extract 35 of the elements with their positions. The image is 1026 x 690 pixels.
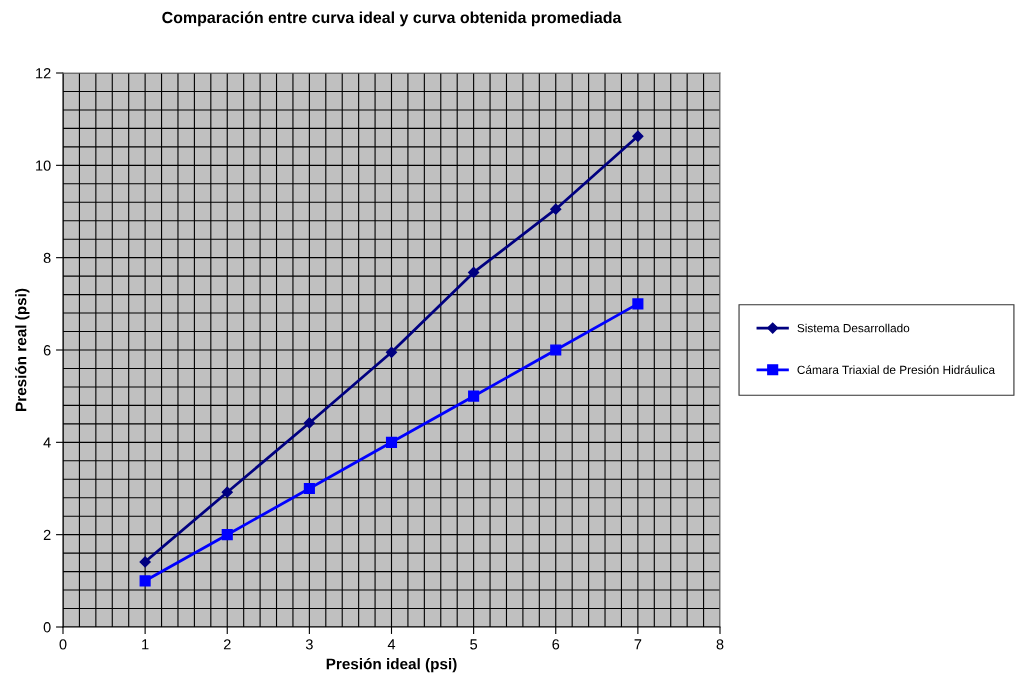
x-tick-label: 8 (716, 639, 724, 650)
point (303, 482, 315, 495)
x-tick-label: 5 (470, 639, 478, 650)
point (468, 266, 480, 279)
y-tick-label: 2 (43, 529, 51, 540)
y-tick-label: 12 (36, 68, 51, 79)
y-tick-label: 6 (43, 345, 51, 356)
point (221, 486, 233, 498)
y-tick-label: 0 (43, 622, 51, 633)
point (550, 203, 562, 215)
point (385, 436, 398, 448)
x-tick-label: 0 (59, 639, 67, 650)
legend-label: Sistema Desarrollado (797, 323, 910, 333)
point (303, 417, 315, 429)
y-tick-label: 4 (43, 437, 51, 448)
point (139, 575, 151, 587)
x-tick-label: 6 (552, 639, 560, 650)
point (385, 346, 398, 358)
chart-title: Comparación entre curva ideal y curva obtenida promediada (162, 11, 622, 27)
point (550, 344, 562, 356)
y-tick-label: 8 (43, 252, 51, 264)
point (632, 298, 644, 310)
point (632, 130, 644, 142)
point (468, 390, 480, 402)
x-tick-label: 2 (223, 639, 231, 650)
y-axis-title: Presión real (psi) (15, 288, 30, 411)
y-tick-label: 10 (36, 160, 51, 171)
x-axis-title: Presión ideal (psi) (326, 657, 457, 673)
x-tick-label: 7 (634, 639, 642, 650)
x-tick-label: 1 (142, 639, 149, 650)
point (139, 556, 151, 568)
x-tick-label: 3 (305, 639, 313, 650)
point (221, 529, 233, 541)
x-tick-label: 4 (387, 639, 396, 650)
legend-label: Cámara Triaxial de Presión Hidráulica (797, 365, 996, 375)
